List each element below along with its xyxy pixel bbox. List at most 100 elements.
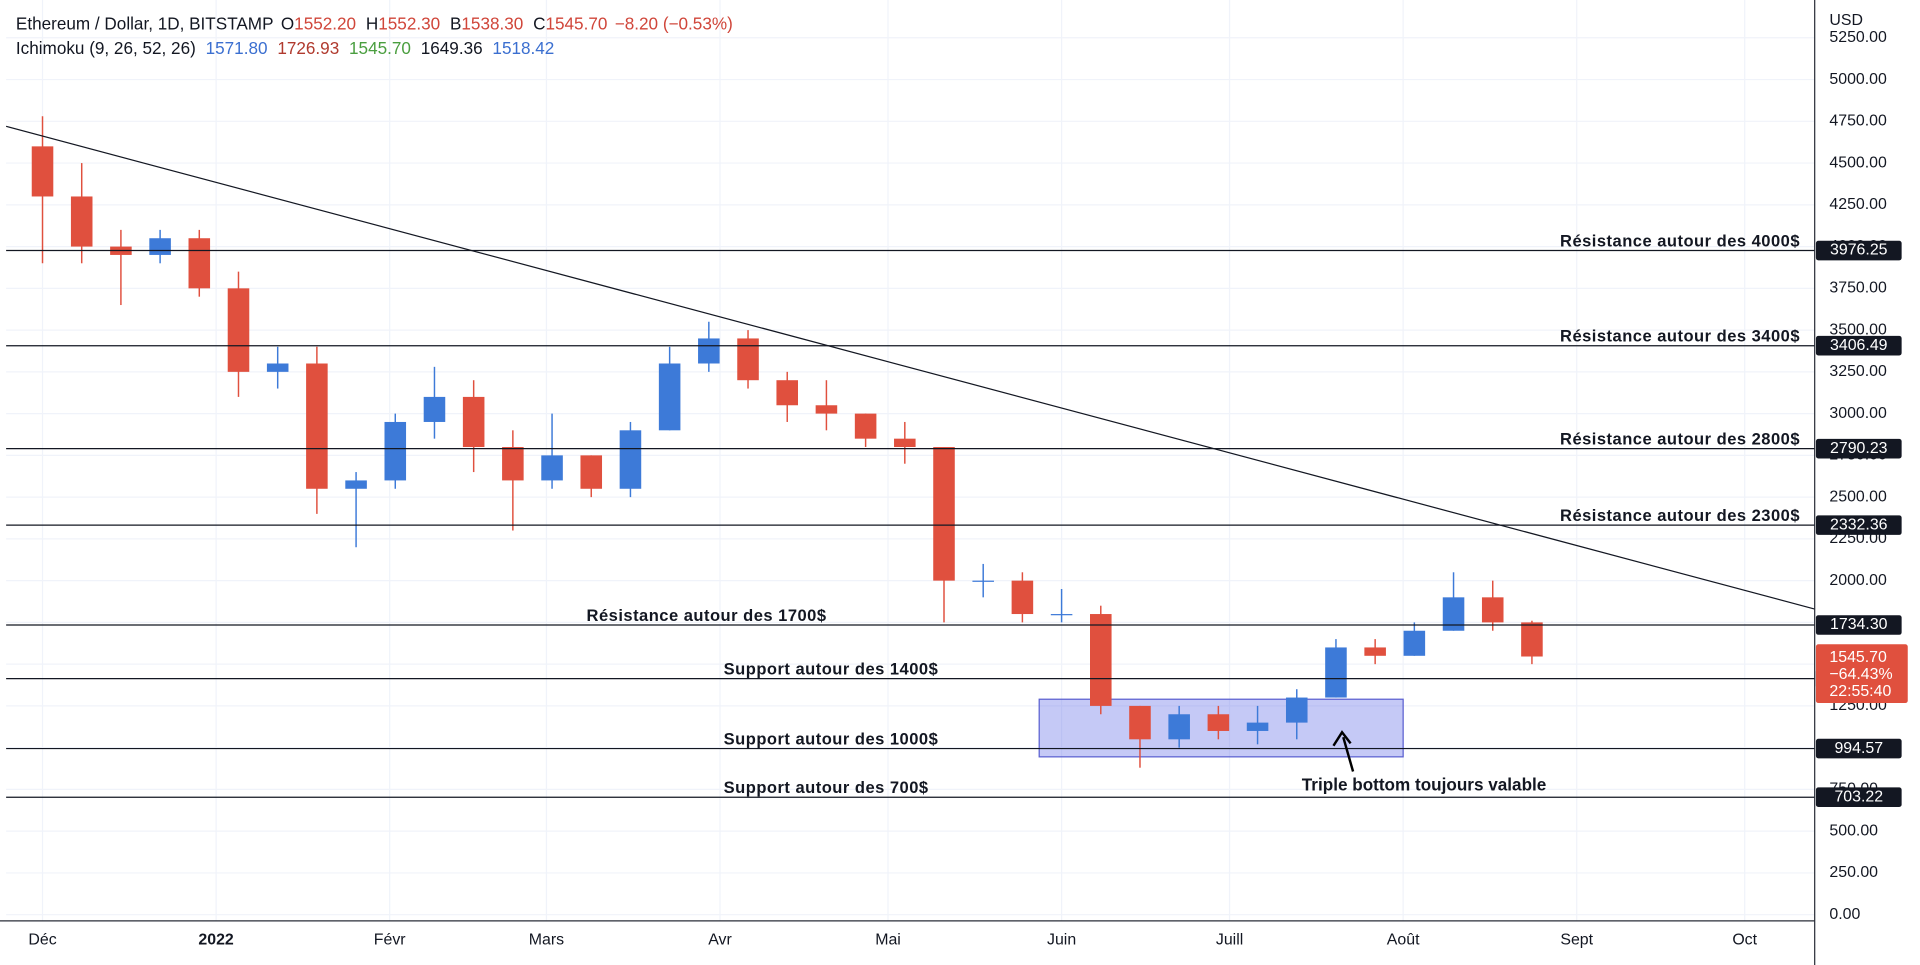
x-tick-label: Oct [1732, 932, 1757, 949]
y-tick-label: 3500.00 [1829, 321, 1887, 338]
candle-body [933, 447, 955, 581]
ohlc-value: 1538.30 [461, 13, 523, 33]
symbol-line: Ethereum / Dollar, 1D, BITSTAMP O1552.20 H… [16, 13, 733, 33]
candle-body [972, 580, 994, 582]
y-tick-label: 3000.00 [1829, 405, 1887, 422]
plot: Triple bottom toujours valable Résistance… [5, 116, 1815, 798]
y-tick-label: 3750.00 [1829, 280, 1887, 297]
trendline [5, 125, 1815, 610]
annotation-arrow [1332, 730, 1355, 772]
symbol: Ethereum / Dollar, 1D, BITSTAMP [16, 13, 274, 33]
x-tick-label: Déc [28, 932, 56, 949]
y-tick-label: 500.00 [1829, 822, 1878, 839]
annotation: Triple bottom toujours valable [1302, 775, 1547, 795]
candle-body [776, 380, 799, 406]
candle-body [1521, 622, 1543, 657]
candle-body [384, 421, 407, 481]
candle-body [698, 338, 720, 364]
candle-body [1050, 614, 1073, 616]
x-tick-label: Avr [708, 932, 732, 949]
x-tick-label: Juill [1216, 932, 1243, 949]
ohlc-key: H [366, 13, 378, 33]
y-tick-label: 5250.00 [1829, 29, 1887, 46]
indicator: Ichimoku (9, 26, 52, 26) [16, 38, 196, 58]
axes: 0.00250.00500.00750.001000.001250.001500… [28, 29, 1908, 949]
candle-body [1403, 630, 1426, 656]
y-tick-label: 2500.00 [1829, 488, 1887, 505]
indicator-value: 1571.80 [206, 38, 268, 58]
level-label: Résistance autour des 3400$ [1560, 327, 1800, 346]
candle-body [1325, 647, 1347, 698]
price-tag-label: 3976.25 [1830, 242, 1888, 259]
last-price: 1545.70 [1829, 649, 1887, 666]
level-label: Résistance autour des 1700$ [587, 606, 827, 625]
candle-body [227, 288, 250, 372]
last-price-tag [1815, 644, 1908, 704]
candle-body [502, 447, 524, 481]
y-tick-label: 4250.00 [1829, 196, 1887, 213]
x-tick-label: Mars [529, 932, 564, 949]
y-tick-label: 4750.00 [1829, 113, 1887, 130]
ohlc-value: 1552.20 [294, 13, 356, 33]
candle-body [1011, 580, 1034, 615]
last-countdown: 22:55:40 [1829, 683, 1891, 700]
x-tick-label: Juin [1047, 932, 1076, 949]
candle-body [1168, 714, 1190, 740]
price-tag-label: 703.22 [1834, 788, 1883, 805]
y-tick-label: 2000.00 [1829, 572, 1887, 589]
candle-body [1090, 614, 1112, 706]
change: −8.20 (−0.53%) [615, 13, 733, 33]
candle-body [70, 196, 93, 247]
y-tick-label: 250.00 [1829, 864, 1878, 881]
level-label: Support autour des 1000$ [724, 729, 939, 748]
candle-body [462, 396, 485, 448]
candle-body [188, 238, 211, 289]
candle-body [423, 396, 446, 422]
level-label: Résistance autour des 4000$ [1560, 231, 1800, 250]
indicator-value: 1545.70 [349, 38, 411, 58]
price-tag [1815, 787, 1902, 808]
x-tick-label: Févr [374, 932, 407, 949]
y-tick-label: 3250.00 [1829, 363, 1887, 380]
ohlc-key: O [281, 13, 294, 33]
indicator-value: 1518.42 [492, 38, 554, 58]
level-label: Support autour des 1400$ [724, 659, 939, 678]
level-label: Résistance autour des 2300$ [1560, 506, 1800, 525]
candle-body [658, 363, 681, 431]
candle-body [737, 338, 759, 381]
last-change: −64.43% [1829, 666, 1892, 683]
candle-body [815, 405, 838, 414]
price-tag [1815, 240, 1902, 261]
legend: Ethereum / Dollar, 1D, BITSTAMP O1552.20 H… [16, 13, 733, 57]
indicator-line: Ichimoku (9, 26, 52, 26) 1571.80 1726.93 15… [16, 38, 554, 58]
price-tag [1815, 738, 1902, 759]
level-label: Support autour des 700$ [724, 778, 929, 797]
y-tick-label: 5000.00 [1829, 71, 1887, 88]
price-tag-label: 2790.23 [1830, 440, 1888, 457]
x-tick-label: Août [1387, 932, 1420, 949]
arrow-head [1332, 730, 1352, 747]
y-tick-label: 4500.00 [1829, 154, 1887, 171]
price-tag-label: 994.57 [1834, 740, 1883, 757]
price-tag-label: 1734.30 [1830, 616, 1888, 633]
candle-body [1481, 597, 1504, 623]
x-tick-label: Mai [875, 932, 901, 949]
arrow-shaft [1342, 736, 1355, 772]
ohlc-value: 1552.30 [378, 13, 440, 33]
candle-body [1129, 705, 1151, 740]
price-tag-label: 3406.49 [1830, 337, 1888, 354]
candle-body [149, 238, 171, 255]
x-tick-label: Sept [1560, 932, 1593, 949]
level-label: Résistance autour des 2800$ [1560, 429, 1800, 448]
candle-body [894, 438, 916, 448]
candle-body [1246, 722, 1269, 731]
candle-body [1285, 697, 1308, 723]
ohlc-key: B [450, 13, 461, 33]
candle-body [345, 480, 367, 489]
price-tag [1815, 438, 1902, 459]
candle-body [580, 455, 603, 489]
currency: USD [1829, 12, 1863, 29]
